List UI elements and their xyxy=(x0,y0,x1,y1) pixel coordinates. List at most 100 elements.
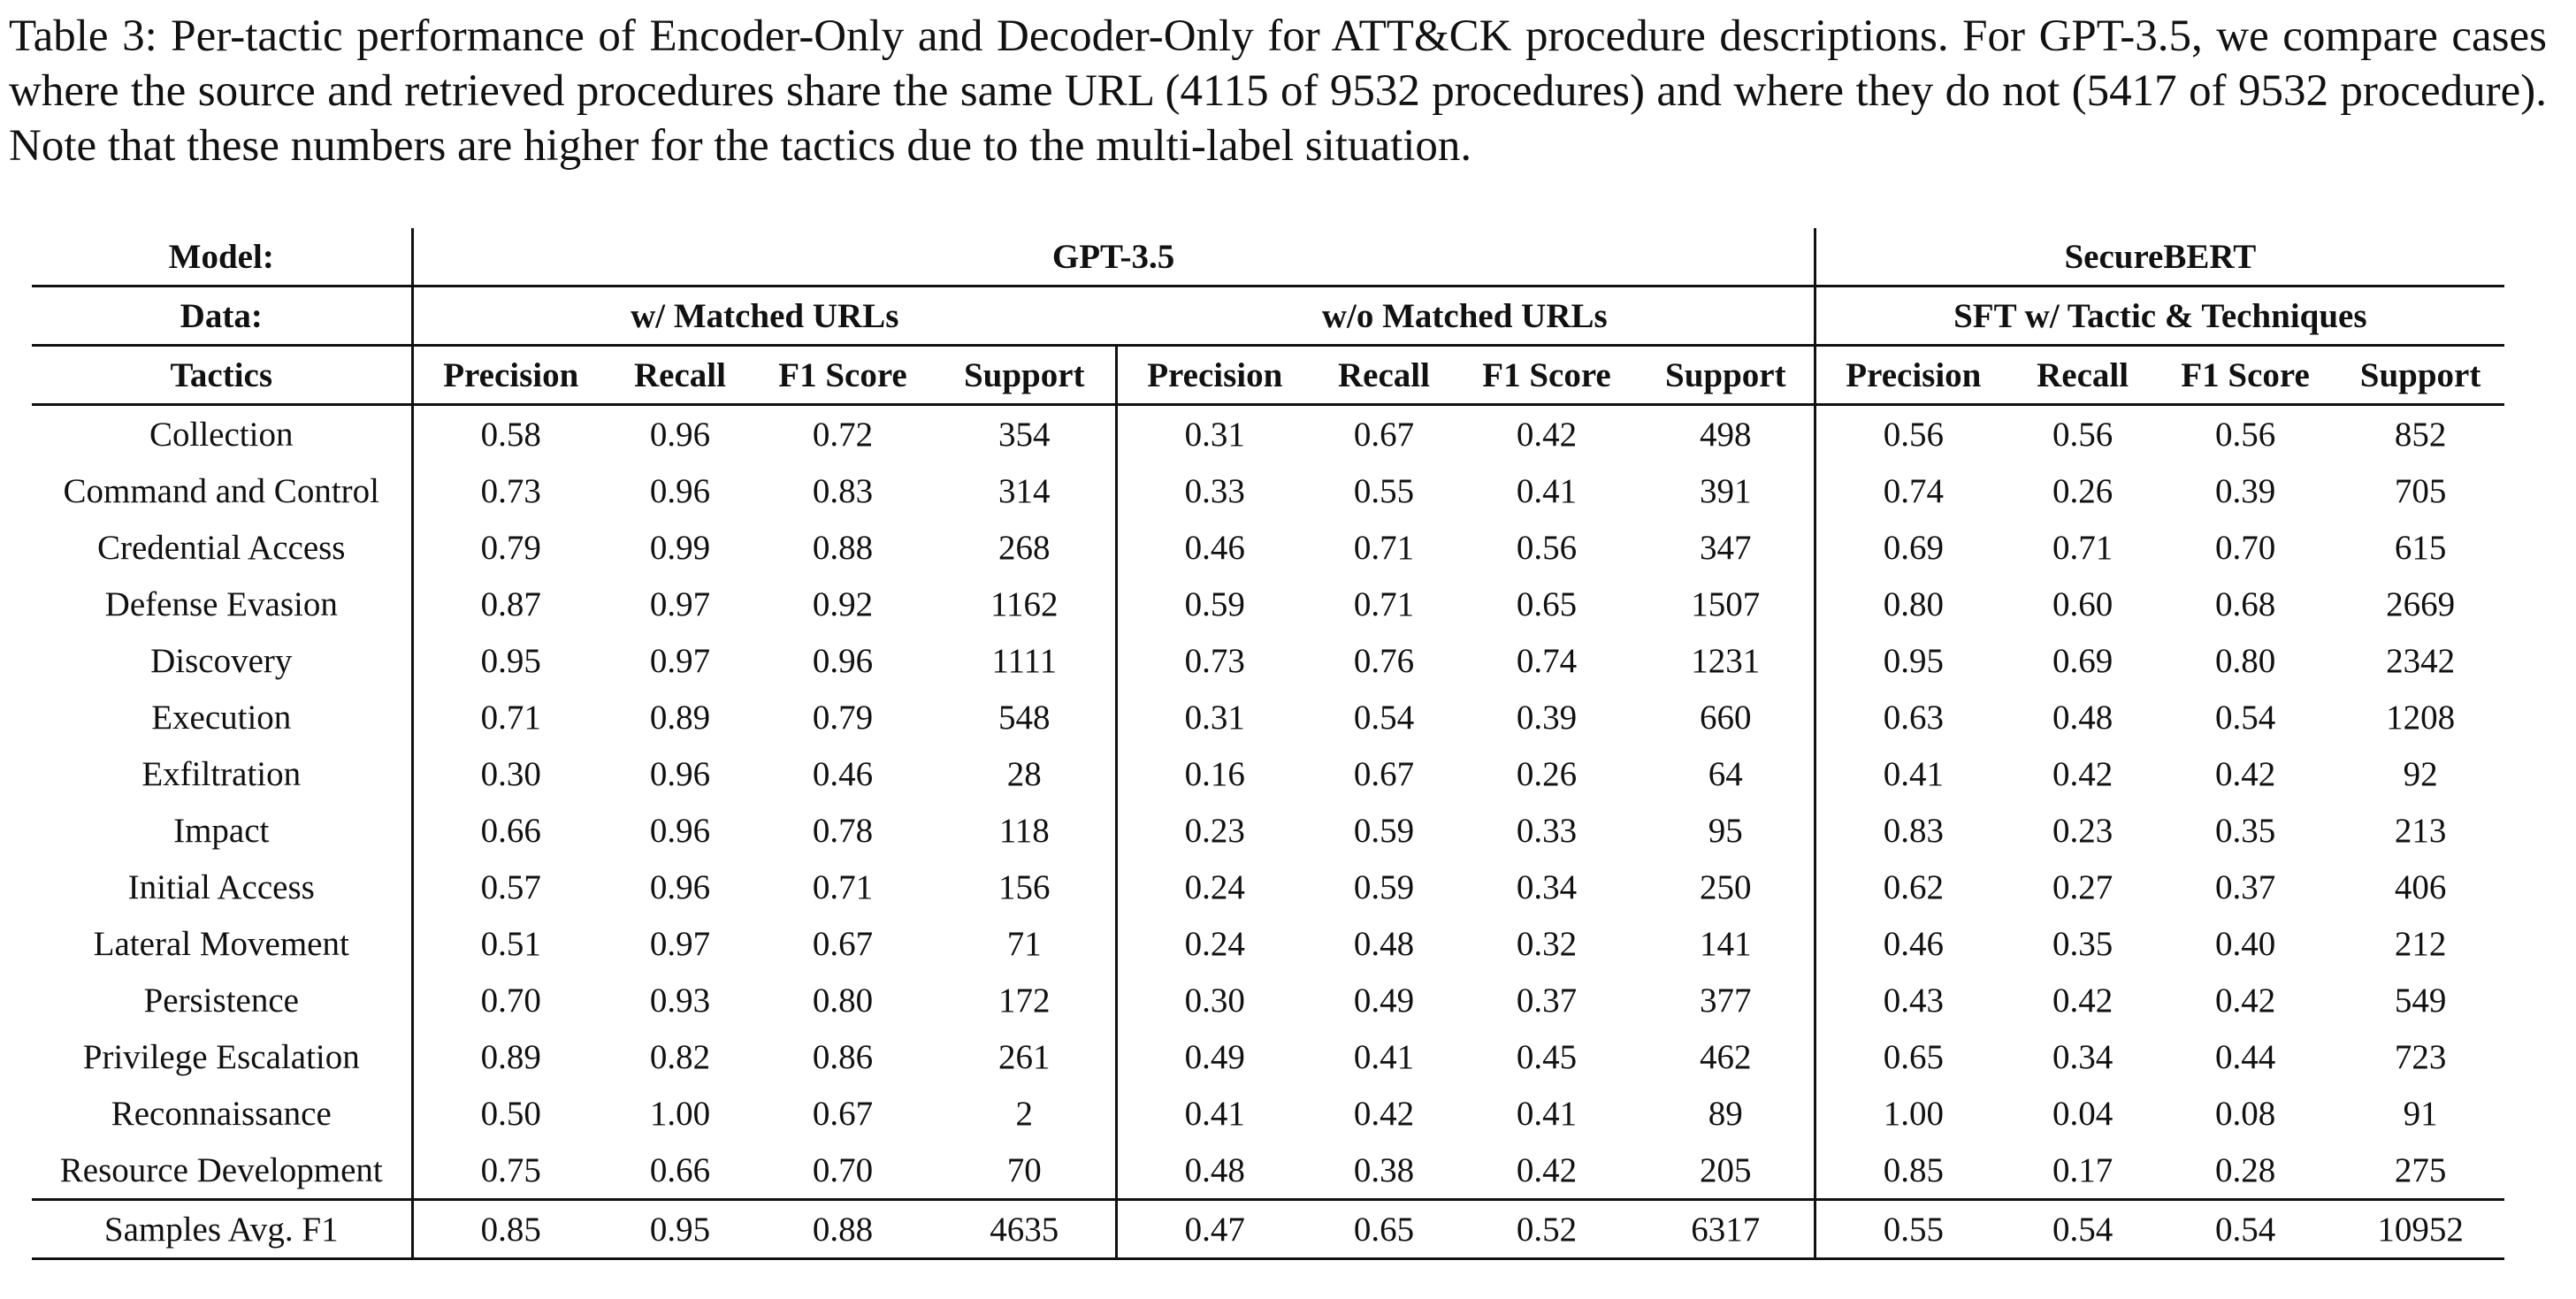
value-cell: 0.65 xyxy=(1516,585,1578,623)
summary-value-cell: 0.47 xyxy=(1114,1198,1312,1260)
value-cell: 0.37 xyxy=(2214,867,2276,906)
table-row: Execution 0.71 0.89 0.79 548 0.31 0.54 0.39 660 0… xyxy=(32,689,2504,745)
value-cell: 156 xyxy=(998,867,1051,906)
data-group-matched: w/ Matched URLs xyxy=(410,286,1116,347)
metric-header: Recall xyxy=(2011,345,2155,406)
value-cell: 0.41 xyxy=(1516,471,1578,510)
value-cell: 64 xyxy=(1708,754,1743,793)
value-cell: 0.71 xyxy=(1353,585,1415,623)
metric-header: Precision xyxy=(1813,345,2012,406)
value-cell: 205 xyxy=(1700,1150,1752,1189)
value-cell: 660 xyxy=(1700,698,1752,737)
table-caption: Table 3: Per-tactic performance of Encod… xyxy=(9,11,2547,171)
value-cell: 268 xyxy=(998,528,1051,567)
value-cell: 0.49 xyxy=(1114,1028,1312,1085)
value-cell: 0.46 xyxy=(1813,915,2012,972)
value-cell: 0.88 xyxy=(812,528,874,567)
metric-header: Recall xyxy=(1312,345,1456,406)
value-cell: 498 xyxy=(1700,415,1752,454)
results-table: Model: GPT-3.5 SecureBERT Data: w/ Match… xyxy=(32,228,2505,1260)
value-cell: 0.80 xyxy=(812,981,874,1020)
table-row: Privilege Escalation 0.89 0.82 0.86 261 0.49 0… xyxy=(32,1028,2504,1085)
value-cell: 0.24 xyxy=(1114,859,1312,915)
metric-header: F1 Score xyxy=(2154,345,2337,406)
summary-value-cell: 6317 xyxy=(1638,1198,1815,1260)
value-cell: 377 xyxy=(1700,981,1752,1020)
value-cell: 406 xyxy=(2394,867,2447,906)
model-header-row: Model: GPT-3.5 SecureBERT xyxy=(32,228,2505,287)
tactic-cell: Initial Access xyxy=(127,867,315,906)
value-cell: 549 xyxy=(2394,981,2447,1020)
value-cell: 0.95 xyxy=(1813,632,2012,689)
value-cell: 0.73 xyxy=(410,462,608,519)
value-cell: 213 xyxy=(2394,811,2447,850)
value-cell: 275 xyxy=(2394,1150,2447,1189)
value-cell: 172 xyxy=(998,981,1051,1020)
value-cell: 0.31 xyxy=(1114,404,1312,462)
value-cell: 705 xyxy=(2394,471,2447,510)
value-cell: 2342 xyxy=(2386,641,2456,680)
value-cell: 0.62 xyxy=(1813,859,2012,915)
value-cell: 0.27 xyxy=(2052,867,2114,906)
value-cell: 1.00 xyxy=(649,1094,711,1133)
tactics-label: Tactics xyxy=(32,345,412,406)
value-cell: 723 xyxy=(2394,1037,2447,1076)
table-row: Persistence 0.70 0.93 0.80 172 0.30 0.49 0.37 37… xyxy=(32,972,2504,1028)
data-group-sft: SFT w/ Tactic & Techniques xyxy=(1813,286,2505,347)
value-cell: 0.93 xyxy=(649,981,711,1020)
value-cell: 0.37 xyxy=(1516,981,1578,1020)
value-cell: 0.95 xyxy=(410,632,608,689)
metric-header: Precision xyxy=(1114,345,1312,406)
value-cell: 615 xyxy=(2394,528,2447,567)
summary-value-cell: 0.65 xyxy=(1312,1198,1456,1260)
model-gpt35: GPT-3.5 xyxy=(410,228,1815,287)
tactic-cell: Impact xyxy=(173,811,270,850)
value-cell: 0.54 xyxy=(1353,698,1415,737)
value-cell: 0.42 xyxy=(2214,981,2276,1020)
value-cell: 0.43 xyxy=(1813,972,2012,1028)
value-cell: 0.60 xyxy=(2052,585,2114,623)
value-cell: 0.41 xyxy=(1813,745,2012,802)
value-cell: 0.74 xyxy=(1813,462,2012,519)
value-cell: 0.96 xyxy=(649,867,711,906)
value-cell: 212 xyxy=(2394,924,2447,963)
value-cell: 0.34 xyxy=(1516,867,1578,906)
value-cell: 0.23 xyxy=(2052,811,2114,850)
value-cell: 0.85 xyxy=(1813,1142,2012,1200)
value-cell: 95 xyxy=(1708,811,1743,850)
value-cell: 354 xyxy=(998,415,1051,454)
value-cell: 0.41 xyxy=(1516,1094,1578,1133)
tactic-cell: Lateral Movement xyxy=(93,924,349,963)
table-row: Impact 0.66 0.96 0.78 118 0.23 0.59 0.33 95 0.83 0… xyxy=(32,802,2504,859)
value-cell: 2669 xyxy=(2386,585,2456,623)
table-row: Collection 0.58 0.96 0.72 354 0.31 0.67 0.42 498… xyxy=(32,404,2504,462)
value-cell: 0.80 xyxy=(2214,641,2276,680)
value-cell: 0.70 xyxy=(812,1150,874,1189)
value-cell: 0.72 xyxy=(812,415,874,454)
value-cell: 0.08 xyxy=(2214,1094,2276,1133)
value-cell: 462 xyxy=(1700,1037,1752,1076)
metric-header: Precision xyxy=(410,345,608,406)
value-cell: 0.67 xyxy=(1353,754,1415,793)
value-cell: 1.00 xyxy=(1813,1085,2012,1142)
tactic-cell: Execution xyxy=(151,698,292,737)
value-cell: 314 xyxy=(998,471,1051,510)
value-cell: 0.70 xyxy=(2214,528,2276,567)
value-cell: 0.31 xyxy=(1114,689,1312,745)
table-row: Discovery 0.95 0.97 0.96 1111 0.73 0.76 0.74 123… xyxy=(32,632,2504,689)
model-label: Model: xyxy=(32,228,412,287)
value-cell: 0.99 xyxy=(649,528,711,567)
value-cell: 0.58 xyxy=(410,404,608,462)
data-group-unmatched: w/o Matched URLs xyxy=(1116,286,1815,347)
value-cell: 0.73 xyxy=(1114,632,1312,689)
value-cell: 0.48 xyxy=(1114,1142,1312,1200)
value-cell: 0.42 xyxy=(2052,754,2114,793)
value-cell: 0.96 xyxy=(649,811,711,850)
value-cell: 0.42 xyxy=(1516,415,1578,454)
value-cell: 0.89 xyxy=(649,698,711,737)
value-cell: 0.83 xyxy=(812,471,874,510)
value-cell: 0.55 xyxy=(1353,471,1415,510)
table-row: Command and Control 0.73 0.96 0.83 314 0.33 0.… xyxy=(32,462,2504,519)
value-cell: 391 xyxy=(1700,471,1752,510)
summary-value-cell: 0.88 xyxy=(752,1198,934,1260)
